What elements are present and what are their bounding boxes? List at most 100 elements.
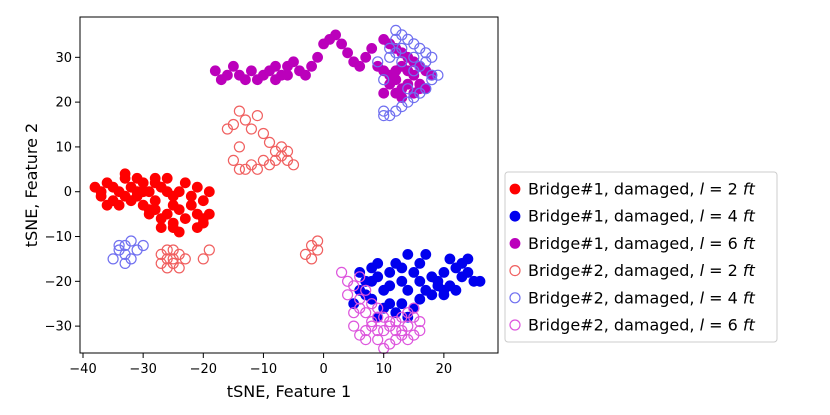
data-point-series-2 — [354, 266, 366, 278]
y-tick-label: 0 — [64, 185, 72, 200]
legend-marker-5 — [509, 292, 521, 304]
data-point-series-1 — [149, 195, 161, 207]
data-point-series-1 — [203, 186, 215, 198]
data-point-series-6 — [396, 325, 408, 337]
data-point-series-2 — [408, 266, 420, 278]
data-point-series-2 — [402, 284, 414, 296]
data-point-series-2 — [444, 253, 456, 265]
y-tick-label: 30 — [55, 51, 72, 66]
data-point-series-4 — [263, 159, 276, 171]
data-point-series-3 — [288, 56, 299, 68]
data-point-series-6 — [360, 325, 372, 337]
data-point-series-1 — [149, 177, 161, 189]
data-point-series-2 — [438, 289, 450, 301]
data-point-series-3 — [270, 60, 281, 72]
data-point-series-1 — [179, 213, 191, 225]
data-point-series-2 — [462, 266, 474, 278]
legend-marker-6 — [509, 319, 521, 331]
data-point-series-2 — [414, 293, 426, 305]
data-point-series-2 — [462, 253, 474, 265]
data-point-series-2 — [474, 275, 486, 287]
data-point-series-4 — [233, 105, 245, 117]
data-point-series-6 — [354, 293, 366, 305]
data-point-series-5 — [378, 109, 390, 122]
data-point-series-6 — [390, 334, 402, 346]
y-tick-label: 20 — [55, 96, 72, 111]
data-point-series-6 — [390, 325, 402, 337]
data-point-series-5 — [384, 51, 396, 63]
data-point-series-4 — [251, 109, 263, 122]
data-point-series-4 — [197, 253, 209, 265]
data-point-series-3 — [360, 51, 372, 63]
data-point-series-1 — [173, 186, 185, 198]
data-point-series-2 — [384, 280, 396, 292]
x-tick-label: −30 — [129, 362, 156, 377]
legend-frame — [504, 171, 778, 343]
legend-label-2: Bridge#1, damaged, l = 4 ft — [528, 207, 756, 226]
data-point-series-2 — [414, 275, 426, 287]
data-point-series-5 — [384, 42, 396, 55]
data-point-series-2 — [426, 289, 438, 301]
data-point-series-4 — [239, 163, 251, 175]
data-point-series-4 — [287, 159, 300, 171]
data-point-series-3 — [306, 60, 318, 72]
data-point-series-1 — [119, 168, 131, 180]
data-point-series-1 — [101, 199, 113, 211]
data-point-series-1 — [167, 199, 179, 211]
data-point-series-4 — [161, 262, 173, 274]
legend: Bridge#1, damaged, l = 2 ft Bridge#1, dam… — [504, 171, 778, 343]
data-point-series-6 — [396, 311, 408, 323]
y-axis-title: tSNE, Feature 2 — [22, 123, 41, 247]
data-point-series-6 — [372, 302, 384, 314]
data-point-series-6 — [354, 302, 366, 314]
data-point-series-4 — [275, 141, 288, 153]
data-point-series-5 — [390, 33, 402, 46]
x-tick-label: 0 — [319, 362, 327, 377]
data-point-series-5 — [125, 235, 137, 247]
data-point-series-5 — [113, 239, 125, 252]
plot-frame — [79, 16, 499, 354]
data-point-series-5 — [432, 69, 444, 81]
y-tick-label: −30 — [45, 320, 72, 335]
data-point-series-4 — [227, 154, 239, 166]
data-point-series-1 — [137, 186, 149, 198]
x-tick-label: −40 — [69, 362, 96, 377]
data-point-series-4 — [167, 244, 179, 256]
data-point-series-5 — [408, 65, 420, 77]
legend-label-3: Bridge#1, damaged, l = 6 ft — [528, 234, 756, 253]
data-point-series-3 — [239, 74, 251, 86]
data-point-series-6 — [366, 316, 378, 328]
y-tick-label: −20 — [45, 275, 72, 290]
legend-label-6: Bridge#2, damaged, l = 6 ft — [528, 316, 756, 335]
data-point-series-3 — [336, 38, 348, 50]
data-point-series-5 — [119, 257, 131, 269]
data-point-series-3 — [330, 29, 342, 41]
data-point-series-3 — [378, 87, 390, 99]
data-point-series-5 — [396, 42, 408, 55]
data-point-series-3 — [312, 51, 324, 63]
data-point-series-3 — [300, 69, 311, 81]
data-point-series-3 — [245, 65, 257, 77]
y-tick-label: 10 — [55, 140, 72, 155]
data-point-series-4 — [257, 127, 269, 140]
x-tick-label: 20 — [436, 362, 453, 377]
y-axis: −30 −20 −10 0 10 20 30 — [45, 51, 80, 335]
data-point-series-2 — [366, 275, 378, 287]
data-point-series-2 — [402, 248, 414, 260]
x-axis: −40 −30 −20 −10 0 10 20 — [69, 353, 452, 377]
data-point-series-1 — [113, 199, 125, 211]
x-tick-label: 10 — [375, 362, 392, 377]
data-point-series-1 — [155, 213, 167, 225]
data-point-series-5 — [402, 83, 414, 95]
data-point-series-6 — [372, 325, 384, 337]
data-point-series-1 — [131, 172, 143, 184]
legend-label-1: Bridge#1, damaged, l = 2 ft — [528, 180, 756, 199]
data-point-series-4 — [203, 244, 215, 256]
data-point-series-1 — [197, 195, 209, 207]
data-point-series-2 — [438, 266, 450, 278]
data-point-series-6 — [414, 316, 426, 328]
data-point-series-4 — [312, 244, 324, 256]
data-point-series-4 — [227, 118, 239, 131]
data-point-series-3 — [408, 69, 420, 81]
points-layer — [89, 24, 486, 355]
